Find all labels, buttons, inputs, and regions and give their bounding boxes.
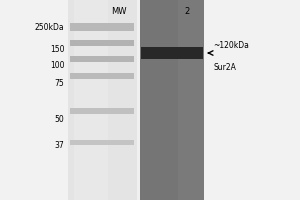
Text: Sur2A: Sur2A [213, 62, 236, 72]
Bar [68, 0, 136, 200]
Text: 37: 37 [55, 142, 64, 150]
Text: 75: 75 [55, 78, 64, 88]
Bar [70, 108, 134, 114]
Bar [70, 139, 134, 144]
Bar [70, 56, 134, 62]
Text: 50: 50 [55, 114, 64, 123]
Bar [140, 0, 204, 200]
Bar [74, 0, 108, 200]
Bar [70, 23, 134, 30]
Bar [70, 40, 134, 46]
Bar [70, 73, 134, 79]
Text: 100: 100 [50, 62, 64, 71]
Text: 250kDa: 250kDa [35, 22, 64, 31]
Bar [136, 0, 140, 200]
Bar [141, 47, 203, 58]
Text: 150: 150 [50, 45, 64, 53]
Text: ~120kDa: ~120kDa [213, 40, 249, 49]
Text: 2: 2 [185, 7, 190, 16]
Bar [140, 0, 178, 200]
Text: MW: MW [111, 7, 126, 16]
